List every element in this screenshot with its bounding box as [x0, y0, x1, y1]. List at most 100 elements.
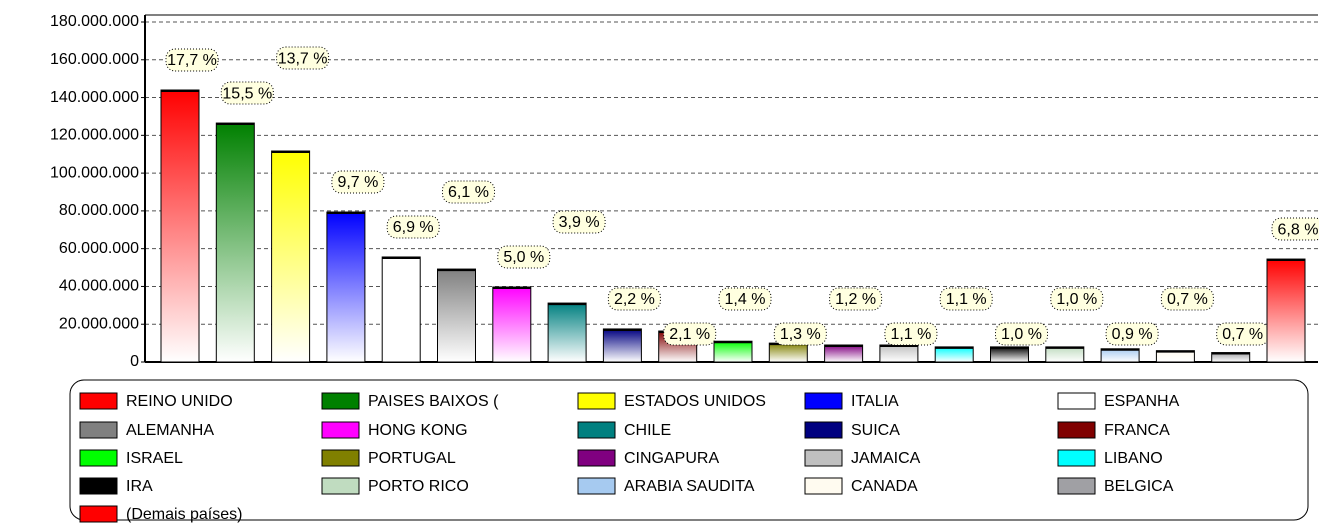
legend-swatch [804, 449, 843, 467]
percent-label-box [718, 287, 772, 311]
legend-label: ISRAEL [126, 450, 183, 467]
legend-label: PORTUGAL [368, 450, 456, 467]
percent-label: 1,1 % [890, 326, 931, 343]
legend-label: CINGAPURA [624, 450, 719, 467]
percent-label-box [331, 170, 385, 194]
legend-swatch [321, 477, 360, 495]
percent-label-box [220, 81, 274, 105]
legend-swatch [1057, 392, 1096, 410]
legend-label: REINO UNIDO [126, 393, 233, 410]
percent-label: 1,4 % [725, 291, 766, 308]
bar [160, 89, 200, 363]
bar [215, 122, 255, 363]
percent-label: 0,9 % [1112, 326, 1153, 343]
bar [879, 344, 919, 363]
y-tick-label: 0 [130, 353, 139, 370]
bar [602, 328, 642, 363]
percent-label: 6,8 % [1278, 221, 1319, 238]
percent-label: 6,1 % [448, 184, 489, 201]
y-tick-label: 40.000.000 [59, 278, 139, 295]
percent-label: 1,2 % [835, 291, 876, 308]
legend-swatch [321, 449, 360, 467]
percent-label-box [995, 322, 1048, 346]
bar [824, 344, 864, 363]
percent-label-box [607, 287, 661, 311]
percent-label-box [276, 46, 330, 70]
y-tick-label: 60.000.000 [59, 240, 139, 257]
percent-label: 2,1 % [669, 326, 710, 343]
legend-swatch [804, 421, 843, 439]
legend-label: LIBANO [1104, 450, 1163, 467]
legend-swatch [79, 392, 118, 410]
percent-label-box [829, 287, 883, 311]
percent-label-box [663, 322, 717, 346]
legend-label: ESPANHA [1104, 393, 1180, 410]
percent-label: 3,9 % [559, 214, 600, 231]
legend-swatch [1057, 449, 1096, 467]
bar [547, 302, 587, 363]
percent-label-box [497, 245, 551, 269]
percent-label-box [1271, 217, 1319, 241]
legend-box [69, 379, 1309, 521]
legend-label: HONG KONG [368, 422, 468, 439]
legend-label: BELGICA [1104, 478, 1174, 495]
legend-label: (Demais países) [126, 506, 242, 523]
percent-label: 1,3 % [780, 326, 821, 343]
legend-label: ESTADOS UNIDOS [624, 393, 766, 410]
percent-label: 15,5 % [222, 85, 272, 102]
legend-swatch [804, 477, 843, 495]
bar [271, 150, 311, 363]
percent-label-box [884, 322, 938, 346]
legend-swatch [1057, 477, 1096, 495]
percent-label: 1,0 % [1056, 291, 1097, 308]
legend-swatch [321, 392, 360, 410]
percent-label: 6,9 % [393, 219, 434, 236]
legend-swatch [1057, 421, 1096, 439]
percent-label: 0,7 % [1222, 326, 1263, 343]
percent-label-box [386, 215, 440, 239]
percent-label: 0,7 % [1167, 291, 1208, 308]
legend-swatch [79, 449, 118, 467]
bar [713, 340, 753, 363]
legend-label: CHILE [624, 422, 671, 439]
legend-label: CANADA [851, 478, 918, 495]
legend-swatch [577, 392, 616, 410]
percent-label-box [552, 210, 606, 234]
percent-label: 17,7 % [167, 52, 217, 69]
y-tick-label: 120.000.000 [50, 127, 139, 144]
legend-swatch [79, 505, 118, 523]
bar [326, 211, 366, 363]
y-tick-label: 140.000.000 [50, 89, 139, 106]
percent-label-box [773, 322, 827, 346]
legend-label: ARABIA SAUDITA [624, 478, 755, 495]
percent-label: 9,7 % [337, 174, 378, 191]
legend-swatch [79, 421, 118, 439]
legend-swatch [79, 477, 118, 495]
bar [437, 268, 476, 363]
y-tick-label: 160.000.000 [50, 51, 139, 68]
percent-label-box [1216, 322, 1270, 346]
bar [1266, 258, 1306, 363]
percent-label-box [442, 180, 495, 204]
percent-label-box [1050, 287, 1104, 311]
legend-label: IRA [126, 478, 153, 495]
percent-label: 2,2 % [614, 291, 655, 308]
legend-swatch [804, 392, 843, 410]
legend-label: PAISES BAIXOS ( [368, 393, 499, 410]
bar [492, 286, 532, 363]
bar [934, 346, 974, 363]
legend-label: ALEMANHA [126, 422, 214, 439]
legend-label: ITALIA [851, 393, 899, 410]
percent-label-box [165, 48, 219, 72]
legend-swatch [577, 477, 616, 495]
percent-label: 13,7 % [278, 50, 328, 67]
legend-label: JAMAICA [851, 450, 921, 467]
legend-label: SUICA [851, 422, 900, 439]
bar [1045, 346, 1085, 363]
legend-swatch [577, 421, 616, 439]
percent-label: 1,1 % [946, 291, 987, 308]
y-tick-label: 80.000.000 [59, 202, 139, 219]
legend-label: FRANCA [1104, 422, 1170, 439]
bar [768, 342, 808, 363]
